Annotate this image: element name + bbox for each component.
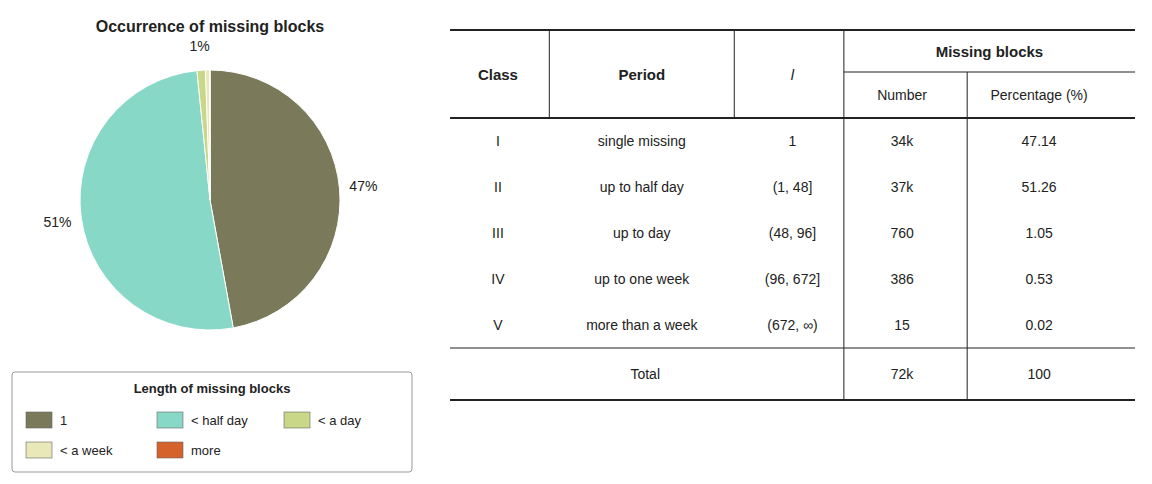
pie-slice bbox=[209, 70, 210, 200]
table-cell: up to one week bbox=[594, 271, 690, 287]
table-cell: more than a week bbox=[586, 317, 698, 333]
table-rule bbox=[450, 29, 1135, 31]
table-cell: 47.14 bbox=[1022, 133, 1057, 149]
data-label: 47% bbox=[349, 178, 377, 194]
table-cell: 0.53 bbox=[1025, 271, 1052, 287]
table-cell: 0.02 bbox=[1025, 317, 1052, 333]
table-cell: 37k bbox=[891, 179, 915, 195]
table-rule bbox=[450, 348, 1135, 349]
table-cell: III bbox=[492, 225, 504, 241]
table-rule bbox=[450, 117, 1135, 119]
table-total: 72k bbox=[891, 366, 915, 382]
table-subheader: Number bbox=[877, 87, 927, 103]
legend-entry: < half day bbox=[191, 413, 248, 428]
table-header: Missing blocks bbox=[936, 43, 1044, 60]
table-cell: (96, 672] bbox=[765, 271, 820, 287]
table-cell: I bbox=[496, 133, 500, 149]
table-cell: 15 bbox=[894, 317, 910, 333]
data-label: 51% bbox=[43, 214, 71, 230]
legend-box bbox=[12, 372, 412, 472]
table-cell: 760 bbox=[890, 225, 914, 241]
table-cell: II bbox=[494, 179, 502, 195]
legend-entry: 1 bbox=[60, 413, 67, 428]
table-subheader: Percentage (%) bbox=[990, 87, 1087, 103]
legend-title: Length of missing blocks bbox=[134, 381, 291, 396]
table-divider bbox=[843, 30, 844, 400]
table-header: l bbox=[791, 66, 795, 83]
table-cell: (1, 48] bbox=[773, 179, 813, 195]
table-header: Class bbox=[478, 66, 518, 83]
table-rule bbox=[450, 399, 1135, 401]
chart-title: Occurrence of missing blocks bbox=[96, 18, 325, 35]
table-total: 100 bbox=[1027, 366, 1051, 382]
legend-swatch bbox=[157, 412, 183, 428]
table-divider bbox=[734, 30, 735, 118]
legend-swatch bbox=[26, 442, 52, 458]
table-cell: IV bbox=[491, 271, 505, 287]
table-rule bbox=[844, 72, 1135, 73]
table-cell: V bbox=[493, 317, 503, 333]
legend-entry: < a week bbox=[60, 443, 113, 458]
pie-slice bbox=[206, 70, 210, 200]
legend-swatch bbox=[284, 412, 310, 428]
pie bbox=[80, 70, 340, 330]
table-divider bbox=[967, 72, 968, 400]
legend-entry: < a day bbox=[318, 413, 362, 428]
table-cell: up to day bbox=[613, 225, 671, 241]
table-header: Period bbox=[618, 66, 665, 83]
table-cell: up to half day bbox=[600, 179, 684, 195]
pie-slice bbox=[197, 70, 210, 200]
legend-swatch bbox=[26, 412, 52, 428]
table-cell: 1.05 bbox=[1025, 225, 1052, 241]
table-cell: 34k bbox=[891, 133, 915, 149]
data-labels: 47% 51% 1% bbox=[43, 38, 377, 229]
data-label: 1% bbox=[189, 38, 209, 54]
table-cell: 1 bbox=[789, 133, 797, 149]
table-cell: 51.26 bbox=[1022, 179, 1057, 195]
table-cell: (672, ∞) bbox=[767, 317, 817, 333]
table-divider bbox=[549, 30, 550, 118]
pie-slice bbox=[80, 71, 233, 330]
table-cell: single missing bbox=[598, 133, 686, 149]
table-cell: 386 bbox=[890, 271, 914, 287]
legend-swatch bbox=[157, 442, 183, 458]
pie-slice bbox=[210, 70, 340, 328]
table-total: Total bbox=[630, 366, 660, 382]
legend-entry: more bbox=[191, 443, 221, 458]
table-cell: (48, 96] bbox=[769, 225, 816, 241]
